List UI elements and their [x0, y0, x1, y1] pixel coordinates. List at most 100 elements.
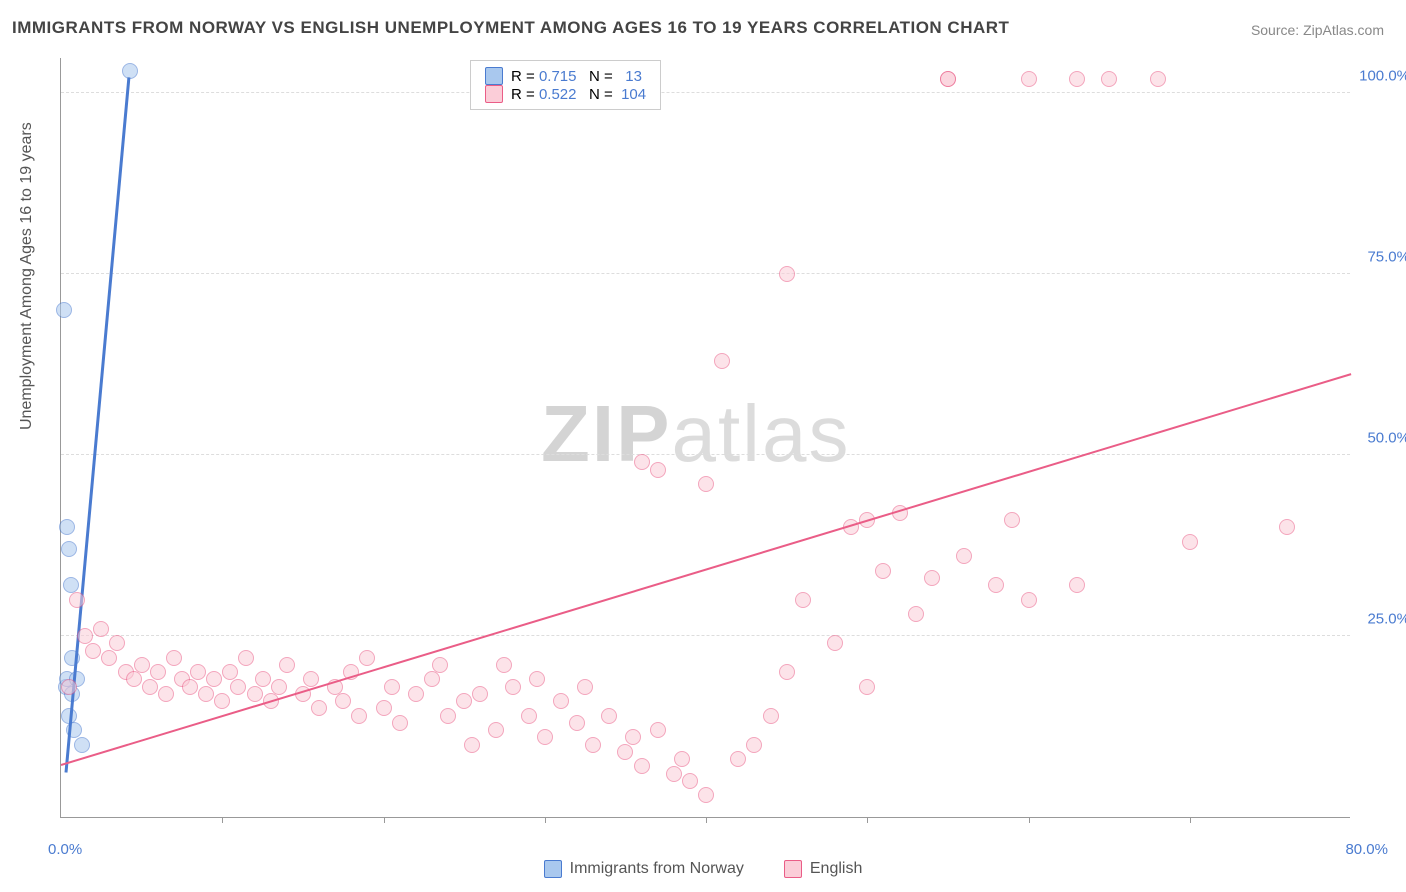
chart-plot-area: ZIPatlas 25.0%50.0%75.0%100.0% — [60, 58, 1350, 818]
data-point — [432, 657, 448, 673]
data-point — [1101, 71, 1117, 87]
chart-title: IMMIGRANTS FROM NORWAY VS ENGLISH UNEMPL… — [12, 18, 1009, 38]
x-tick — [545, 817, 546, 823]
legend-label: Immigrants from Norway — [570, 860, 744, 878]
data-point — [956, 548, 972, 564]
data-point — [1182, 534, 1198, 550]
data-point — [553, 693, 569, 709]
data-point — [650, 462, 666, 478]
data-point — [634, 758, 650, 774]
data-point — [142, 679, 158, 695]
data-point — [940, 71, 956, 87]
data-point — [730, 751, 746, 767]
data-point — [150, 664, 166, 680]
series-legend: Immigrants from Norway English — [0, 860, 1406, 878]
data-point — [488, 722, 504, 738]
data-point — [779, 664, 795, 680]
data-point — [585, 737, 601, 753]
y-tick-label: 25.0% — [1355, 611, 1406, 628]
data-point — [577, 679, 593, 695]
data-point — [74, 737, 90, 753]
data-point — [1150, 71, 1166, 87]
data-point — [351, 708, 367, 724]
data-point — [271, 679, 287, 695]
data-point — [859, 679, 875, 695]
legend-item: Immigrants from Norway — [544, 860, 744, 878]
data-point — [303, 671, 319, 687]
legend-swatch — [485, 85, 503, 103]
watermark: ZIPatlas — [541, 388, 850, 480]
data-point — [335, 693, 351, 709]
data-point — [190, 664, 206, 680]
data-point — [1069, 71, 1085, 87]
legend-stats: R = 0.715 N = 13 — [511, 68, 642, 85]
data-point — [279, 657, 295, 673]
data-point — [698, 476, 714, 492]
trend-line — [61, 374, 1352, 767]
gridline — [61, 454, 1350, 455]
x-tick-label: 0.0% — [48, 841, 82, 858]
data-point — [1021, 592, 1037, 608]
data-point — [634, 454, 650, 470]
data-point — [674, 751, 690, 767]
data-point — [1004, 512, 1020, 528]
data-point — [109, 635, 125, 651]
data-point — [408, 686, 424, 702]
gridline — [61, 92, 1350, 93]
y-tick-label: 50.0% — [1355, 430, 1406, 447]
data-point — [1279, 519, 1295, 535]
data-point — [311, 700, 327, 716]
data-point — [198, 686, 214, 702]
legend-stats: R = 0.522 N = 104 — [511, 86, 646, 103]
data-point — [988, 577, 1004, 593]
data-point — [924, 570, 940, 586]
legend-label: English — [810, 860, 862, 878]
correlation-legend: R = 0.715 N = 13R = 0.522 N = 104 — [470, 60, 661, 110]
data-point — [714, 353, 730, 369]
data-point — [698, 787, 714, 803]
data-point — [537, 729, 553, 745]
data-point — [85, 643, 101, 659]
data-point — [763, 708, 779, 724]
data-point — [464, 737, 480, 753]
data-point — [650, 722, 666, 738]
data-point — [376, 700, 392, 716]
data-point — [472, 686, 488, 702]
data-point — [77, 628, 93, 644]
data-point — [1069, 577, 1085, 593]
data-point — [601, 708, 617, 724]
legend-row: R = 0.715 N = 13 — [485, 67, 646, 85]
data-point — [779, 266, 795, 282]
data-point — [827, 635, 843, 651]
data-point — [158, 686, 174, 702]
y-axis-label: Unemployment Among Ages 16 to 19 years — [18, 122, 36, 430]
legend-row: R = 0.522 N = 104 — [485, 85, 646, 103]
data-point — [222, 664, 238, 680]
legend-item: English — [784, 860, 862, 878]
data-point — [795, 592, 811, 608]
data-point — [126, 671, 142, 687]
source-label: Source: ZipAtlas.com — [1251, 22, 1384, 38]
data-point — [93, 621, 109, 637]
data-point — [682, 773, 698, 789]
data-point — [424, 671, 440, 687]
x-tick — [384, 817, 385, 823]
data-point — [255, 671, 271, 687]
legend-swatch — [485, 67, 503, 85]
data-point — [61, 541, 77, 557]
data-point — [440, 708, 456, 724]
x-tick — [706, 817, 707, 823]
data-point — [529, 671, 545, 687]
y-tick-label: 75.0% — [1355, 249, 1406, 266]
data-point — [166, 650, 182, 666]
data-point — [206, 671, 222, 687]
data-point — [392, 715, 408, 731]
x-tick — [1190, 817, 1191, 823]
x-tick — [867, 817, 868, 823]
data-point — [134, 657, 150, 673]
data-point — [359, 650, 375, 666]
legend-swatch — [544, 860, 562, 878]
data-point — [746, 737, 762, 753]
x-tick — [222, 817, 223, 823]
data-point — [56, 302, 72, 318]
